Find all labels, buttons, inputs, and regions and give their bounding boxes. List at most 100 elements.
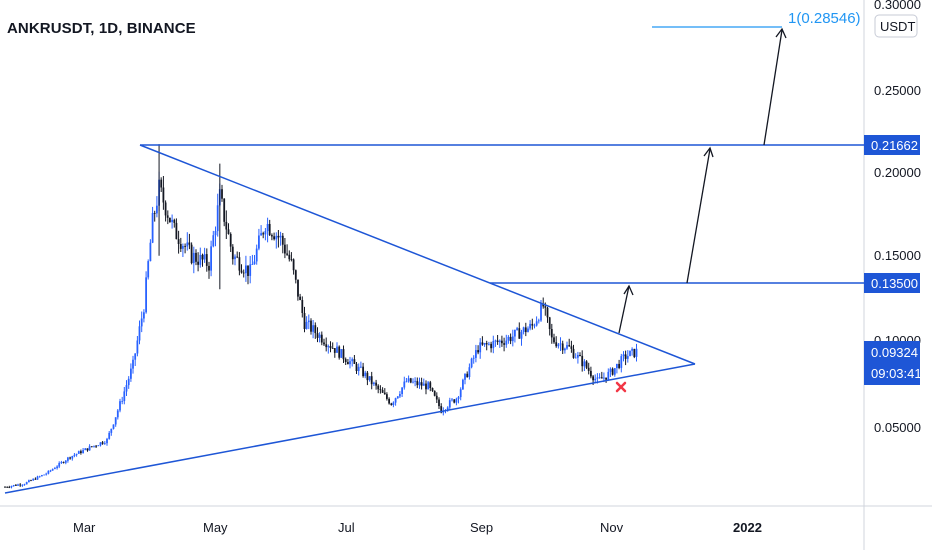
candle-body <box>446 407 449 410</box>
candle-body <box>414 380 416 382</box>
candle-body <box>28 480 30 483</box>
candle-body <box>440 406 443 413</box>
candle-body <box>479 342 482 353</box>
candle-body <box>271 235 273 237</box>
candle-body <box>505 340 508 345</box>
x-tick-label: May <box>203 520 228 535</box>
candle-body <box>227 229 230 234</box>
candle-body <box>507 336 510 341</box>
candle-body <box>205 254 208 266</box>
candle-body <box>116 410 119 418</box>
candle-body <box>590 370 592 377</box>
price-badge-021662: 0.21662 <box>864 135 920 155</box>
candle-body <box>351 359 354 362</box>
candle-body <box>43 474 45 476</box>
candle-body <box>210 246 212 271</box>
candle-body <box>56 466 58 469</box>
y-tick-label: 0.05000 <box>874 420 921 435</box>
candle-body <box>594 378 597 381</box>
candle-body <box>184 246 186 247</box>
candle-body <box>51 469 54 471</box>
candle-body <box>616 363 618 369</box>
candle-body <box>208 265 210 271</box>
candle-body <box>195 252 197 262</box>
candle-body <box>568 345 571 347</box>
candle-body <box>121 401 124 402</box>
candle-body <box>84 448 87 451</box>
candle-body <box>598 377 601 379</box>
candle-body <box>310 320 312 332</box>
candle-body <box>138 326 141 341</box>
candle-body <box>503 343 505 345</box>
candle-body <box>611 368 614 375</box>
candle-body <box>197 261 199 265</box>
candle-body <box>501 340 503 344</box>
candle-body <box>192 252 195 264</box>
candle-body <box>626 356 629 359</box>
candle-body <box>236 256 239 258</box>
candle-body <box>592 376 594 381</box>
candle-body <box>36 476 39 480</box>
candle-body <box>6 486 9 488</box>
candle-body <box>516 328 518 330</box>
candle-body <box>566 345 568 349</box>
candle-body <box>132 359 134 369</box>
candle-body <box>368 376 371 381</box>
candle-body <box>160 179 163 188</box>
candle-body <box>281 235 284 245</box>
candle-body <box>173 219 176 223</box>
candle-body <box>242 272 245 274</box>
candle-body <box>60 462 63 463</box>
candle-body <box>542 303 545 307</box>
candle-body <box>344 359 347 362</box>
candle-body <box>93 445 95 447</box>
candle-body <box>357 366 360 371</box>
candle-body <box>30 480 32 482</box>
candle-body <box>624 354 627 359</box>
currency-badge[interactable]: USDT <box>874 14 918 38</box>
fib-target-label: 1(0.28546) <box>788 10 861 27</box>
candle-body <box>86 448 89 451</box>
candle-body <box>34 478 37 480</box>
candle-body <box>427 382 430 390</box>
candle-body <box>82 450 84 454</box>
candle-body <box>609 368 612 372</box>
candle-body <box>559 343 562 345</box>
current-price-label: 0.09324 <box>871 345 918 360</box>
candle-body <box>546 307 549 318</box>
y-tick-label: 0.30000 <box>874 0 921 12</box>
candle-body <box>416 380 419 386</box>
candle-body <box>284 244 286 254</box>
candle-body <box>199 254 202 265</box>
candle-body <box>603 377 605 379</box>
candle-body <box>412 381 414 383</box>
candle-body <box>375 382 377 386</box>
candle-body <box>21 484 24 486</box>
candle-body <box>164 202 167 216</box>
candle-body <box>600 377 603 379</box>
candle-body <box>54 468 56 469</box>
candle-body <box>258 235 260 249</box>
candle-body <box>514 329 516 337</box>
candle-body <box>392 402 395 405</box>
candle-body <box>583 361 586 367</box>
candle-body <box>73 454 76 456</box>
candle-body <box>522 327 525 332</box>
x-ticks: Mar May Jul Sep Nov 2022 <box>73 520 762 535</box>
price-badge-01350: 0.13500 <box>864 273 920 293</box>
candle-body <box>386 394 388 399</box>
candle-body <box>540 303 542 321</box>
candle-body <box>273 236 275 240</box>
candle-body <box>399 394 401 397</box>
candle-body <box>362 366 364 377</box>
candle-body <box>108 432 111 439</box>
candle-body <box>15 485 17 486</box>
candle-body <box>90 446 93 448</box>
candle-body <box>255 248 258 262</box>
candle-body <box>179 244 182 249</box>
candle-body <box>403 381 406 388</box>
candle-body <box>320 334 323 343</box>
candle-body <box>214 231 217 236</box>
candle-body <box>221 189 223 199</box>
